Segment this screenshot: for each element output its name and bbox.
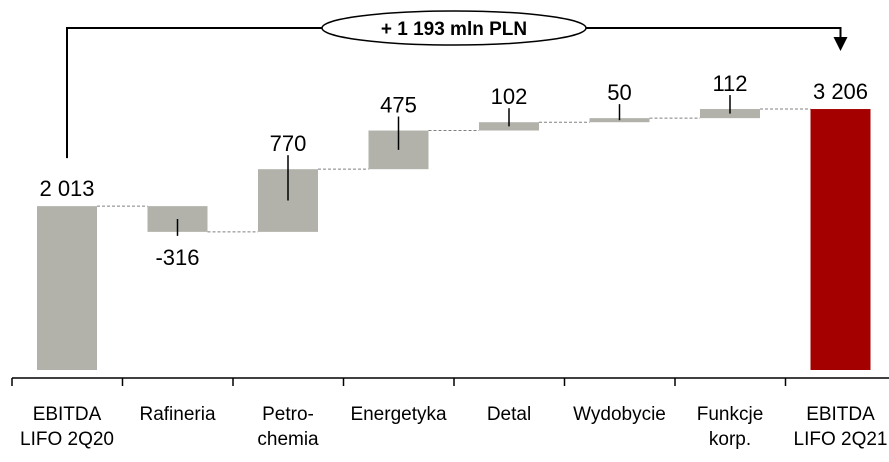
- data-labels-group: 2 013 -316 770 475 102 50 112 3 206: [39, 71, 868, 270]
- category-label-7-0: EBITDA: [806, 404, 875, 425]
- connectors-group: [97, 108, 811, 233]
- category-label-7-1: LIFO 2Q21: [794, 429, 888, 450]
- total-change-annotation: + 1 193 mln PLN: [66, 10, 848, 159]
- category-label-6-1: korp.: [709, 429, 751, 450]
- category-label-6-0: Funkcje: [697, 404, 764, 425]
- category-labels-group: EBITDA LIFO 2Q20 Rafineria Petro-chemia Ener…: [20, 404, 888, 450]
- annotation-label: + 1 193 mln PLN: [381, 19, 527, 40]
- annotation-arrow-icon: [833, 37, 848, 52]
- annotation-ellipse: [321, 10, 587, 46]
- data-label-2: 770: [270, 131, 307, 156]
- bars-group: [37, 109, 871, 370]
- data-label-1: -316: [155, 245, 199, 270]
- data-label-7: 3 206: [813, 79, 868, 104]
- bar-7: [810, 109, 871, 370]
- category-label-4-0: Detal: [487, 404, 531, 425]
- category-label-0-1: LIFO 2Q20: [20, 429, 114, 450]
- data-label-0: 2 013: [39, 176, 94, 201]
- category-label-1-0: Rafineria: [139, 404, 215, 425]
- x-axis-ticks: [11, 378, 787, 386]
- data-label-3: 475: [380, 93, 417, 118]
- data-label-6: 112: [712, 71, 747, 96]
- category-label-2-0: Petro-: [262, 404, 314, 425]
- bar-0: [37, 206, 97, 370]
- data-label-5: 50: [607, 80, 631, 105]
- category-label-3-0: Energetyka: [350, 404, 447, 425]
- category-label-2-1: chemia: [257, 429, 319, 450]
- category-label-5-0: Wydobycie: [573, 404, 666, 425]
- category-label-0-0: EBITDA: [33, 404, 102, 425]
- data-label-4: 102: [491, 84, 528, 109]
